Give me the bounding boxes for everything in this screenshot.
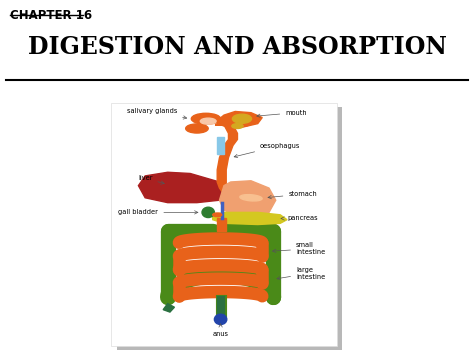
Polygon shape — [138, 172, 231, 203]
Polygon shape — [215, 111, 262, 127]
Polygon shape — [217, 137, 224, 154]
Text: small
intestine: small intestine — [273, 242, 325, 255]
Ellipse shape — [201, 118, 216, 124]
Text: stomach: stomach — [268, 191, 317, 199]
Ellipse shape — [186, 124, 208, 133]
Polygon shape — [217, 218, 226, 231]
Ellipse shape — [202, 207, 214, 218]
Ellipse shape — [232, 124, 243, 129]
Text: CHAPTER 16: CHAPTER 16 — [10, 9, 92, 22]
Text: liver: liver — [138, 175, 164, 184]
Text: pancreas: pancreas — [281, 215, 318, 222]
Ellipse shape — [214, 314, 227, 324]
Ellipse shape — [213, 213, 222, 217]
Text: salivary glands: salivary glands — [127, 109, 187, 119]
Text: anus: anus — [212, 324, 228, 337]
Text: oesophagus: oesophagus — [234, 142, 301, 158]
Polygon shape — [219, 181, 276, 218]
Text: mouth: mouth — [257, 110, 307, 118]
Text: large
intestine: large intestine — [277, 267, 325, 280]
Text: DIGESTION AND ABSORPTION: DIGESTION AND ABSORPTION — [27, 36, 447, 60]
Text: gall bladder: gall bladder — [118, 209, 198, 215]
Ellipse shape — [191, 113, 220, 124]
Ellipse shape — [240, 195, 262, 201]
Ellipse shape — [232, 114, 252, 123]
Polygon shape — [213, 212, 287, 224]
FancyBboxPatch shape — [111, 103, 337, 346]
Ellipse shape — [226, 116, 253, 127]
FancyBboxPatch shape — [117, 107, 342, 350]
Polygon shape — [215, 125, 237, 194]
Polygon shape — [163, 304, 174, 312]
